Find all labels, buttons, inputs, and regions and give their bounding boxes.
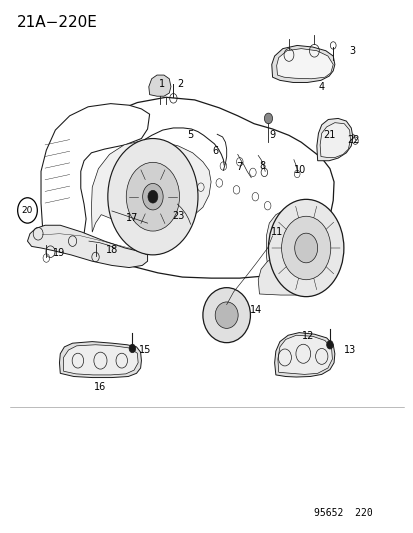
Polygon shape [266, 207, 332, 272]
Polygon shape [148, 75, 171, 96]
Ellipse shape [215, 302, 237, 328]
Polygon shape [74, 98, 333, 278]
Polygon shape [276, 49, 332, 79]
Text: 8: 8 [259, 161, 265, 171]
Text: 21A−220E: 21A−220E [17, 15, 97, 30]
Polygon shape [274, 333, 334, 377]
Text: 1: 1 [159, 79, 165, 89]
Polygon shape [41, 103, 149, 245]
Text: 20: 20 [22, 206, 33, 215]
Circle shape [281, 216, 330, 280]
Text: 16: 16 [93, 382, 105, 392]
Text: 9: 9 [269, 131, 275, 140]
Text: 2: 2 [177, 79, 183, 89]
Circle shape [294, 233, 317, 263]
Circle shape [264, 113, 272, 124]
Text: 3: 3 [349, 46, 355, 56]
Polygon shape [64, 345, 138, 375]
Polygon shape [271, 45, 334, 83]
Circle shape [326, 341, 332, 349]
Circle shape [126, 163, 179, 231]
Text: 12: 12 [302, 332, 314, 341]
Text: 13: 13 [343, 345, 355, 355]
Text: 10: 10 [293, 165, 305, 175]
Text: 14: 14 [249, 305, 262, 315]
Text: 5: 5 [187, 131, 193, 140]
Circle shape [268, 199, 343, 297]
Text: 4: 4 [318, 82, 324, 92]
Text: 15: 15 [138, 345, 150, 355]
Circle shape [142, 183, 163, 210]
Text: 7: 7 [236, 162, 242, 172]
Text: 11: 11 [271, 227, 283, 237]
Text: 22: 22 [347, 134, 359, 144]
Text: 95652  220: 95652 220 [313, 508, 371, 518]
Polygon shape [59, 342, 141, 377]
Circle shape [147, 190, 157, 203]
Polygon shape [27, 225, 147, 268]
Text: 21: 21 [322, 131, 335, 140]
Polygon shape [258, 255, 323, 295]
Circle shape [129, 344, 135, 353]
Ellipse shape [202, 288, 250, 343]
Text: 6: 6 [211, 146, 218, 156]
Polygon shape [319, 123, 349, 158]
Polygon shape [91, 141, 211, 232]
Polygon shape [316, 118, 352, 161]
Text: 23: 23 [172, 211, 184, 221]
Text: 19: 19 [52, 248, 64, 259]
Circle shape [107, 139, 197, 255]
Polygon shape [277, 335, 332, 374]
Text: 18: 18 [106, 245, 118, 255]
Text: 17: 17 [126, 213, 138, 223]
